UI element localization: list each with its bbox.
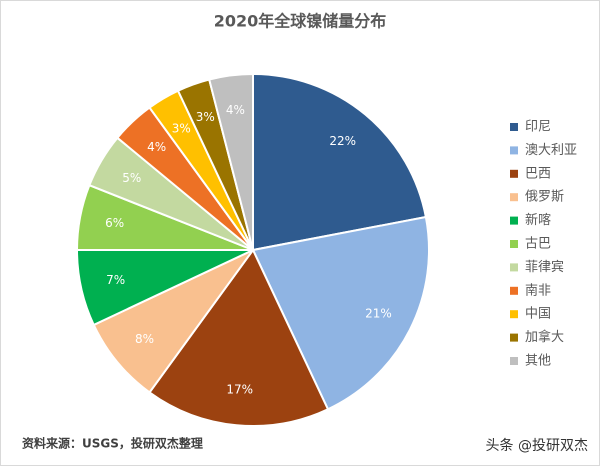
data-label: 3% xyxy=(172,121,191,135)
data-label: 4% xyxy=(226,103,245,117)
legend-label: 澳大利亚 xyxy=(525,142,577,158)
data-label: 6% xyxy=(105,216,124,230)
legend-swatch xyxy=(510,146,518,155)
legend-swatch xyxy=(510,193,518,202)
legend-label: 其他 xyxy=(525,354,551,369)
legend-label: 古巴 xyxy=(525,237,551,252)
data-label: 5% xyxy=(122,171,141,185)
legend-swatch xyxy=(510,169,518,178)
watermark: 头条 @投研双杰 xyxy=(486,437,588,454)
legend-swatch xyxy=(510,240,518,248)
pie-slice xyxy=(251,215,430,411)
data-label: 7% xyxy=(106,273,125,287)
data-label: 17% xyxy=(226,383,253,397)
legend-swatch xyxy=(510,357,518,365)
legend-swatch xyxy=(510,263,518,272)
pie-slice xyxy=(252,72,428,252)
data-label: 4% xyxy=(147,140,166,154)
data-label: 3% xyxy=(196,110,215,124)
legend-label: 加拿大 xyxy=(525,329,564,345)
legend-label: 菲律宾 xyxy=(525,259,564,275)
data-label: 8% xyxy=(135,332,154,346)
legend-label: 南非 xyxy=(525,282,551,298)
legend-label: 新喀 xyxy=(525,212,551,228)
legend-swatch xyxy=(510,123,518,131)
pie-slice xyxy=(148,248,330,427)
legend-label: 中国 xyxy=(525,307,551,322)
source-note: 资料来源：USGS，投研双杰整理 xyxy=(22,436,203,451)
data-label: 21% xyxy=(365,306,392,320)
chart-title: 2020年全球镍储量分布 xyxy=(214,12,387,31)
legend-swatch xyxy=(510,286,518,295)
legend-label: 巴西 xyxy=(525,166,551,181)
legend-swatch xyxy=(510,310,518,319)
legend-label: 俄罗斯 xyxy=(525,190,564,205)
data-label: 22% xyxy=(329,134,356,148)
pie-slice xyxy=(208,72,254,251)
legend-swatch xyxy=(510,333,518,342)
legend-swatch xyxy=(510,216,518,225)
pie-slice xyxy=(92,249,254,394)
legend-label: 印尼 xyxy=(525,120,551,135)
